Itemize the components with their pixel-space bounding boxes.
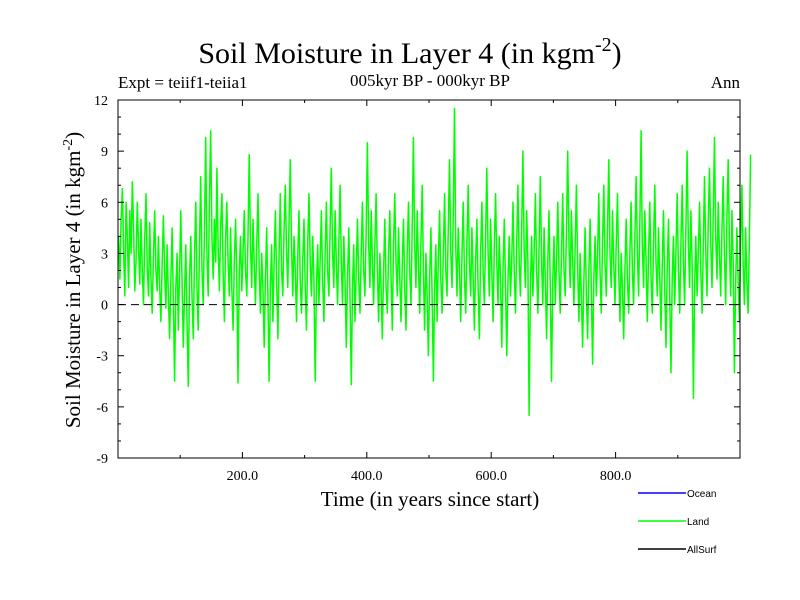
experiment-label: Expt = teiif1-teiia1 (118, 73, 248, 92)
y-axis-label: Soil Moisture in Layer 4 (in kgm-2) (61, 132, 85, 428)
series-line-land (117, 107, 752, 417)
y-axis: -9 -6 -3 0 3 6 9 12 (94, 94, 740, 467)
legend-label-ocean: Ocean (687, 489, 716, 500)
legend: Ocean Land AllSurf (638, 489, 717, 556)
y-tick-label: 9 (101, 145, 108, 160)
plot-frame (117, 99, 741, 459)
x-axis: 200.0 400.0 600.0 800.0 (179, 100, 679, 484)
x-tick-label: 600.0 (475, 469, 507, 484)
season-label: Ann (711, 73, 741, 92)
y-tick-label: -6 (96, 401, 108, 416)
y-tick-label: -9 (96, 452, 108, 467)
x-tick-label: 800.0 (600, 469, 632, 484)
y-tick-label: 6 (101, 196, 108, 211)
x-tick-label: 200.0 (227, 469, 259, 484)
x-tick-label: 400.0 (351, 469, 383, 484)
chart-title: Soil Moisture in Layer 4 (in kgm-2) (198, 34, 621, 70)
y-tick-label: 3 (101, 247, 108, 262)
plot-area (117, 107, 752, 417)
y-tick-label: -3 (96, 350, 108, 365)
legend-label-land: Land (687, 517, 709, 528)
y-tick-label: 12 (94, 94, 108, 109)
legend-label-allsurf: AllSurf (687, 545, 717, 556)
x-axis-label: Time (in years since start) (321, 487, 540, 511)
y-tick-label: 0 (101, 299, 108, 314)
chart-subtitle: 005kyr BP - 000kyr BP (350, 71, 510, 90)
